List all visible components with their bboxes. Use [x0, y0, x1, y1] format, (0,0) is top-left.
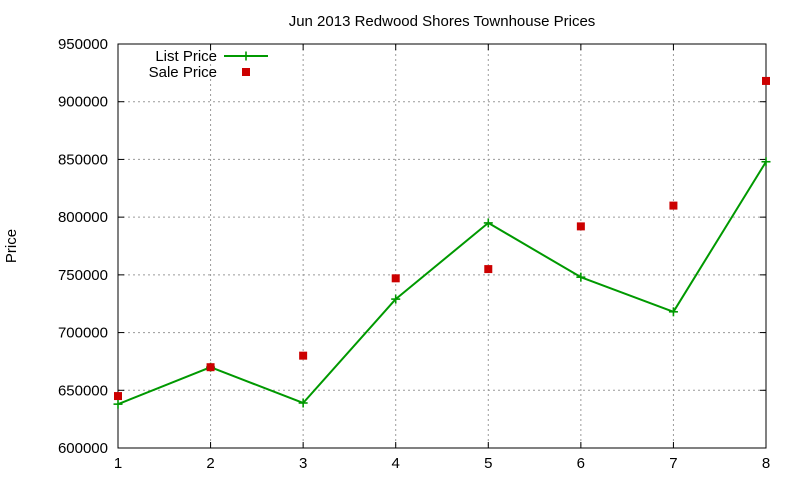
x-tick-label: 2 — [206, 455, 214, 472]
y-tick-label: 600000 — [58, 440, 108, 457]
data-series — [113, 76, 771, 409]
plot-area-frame — [117, 43, 767, 449]
list-price-line — [117, 161, 767, 406]
sale-price-point — [114, 392, 122, 401]
grid — [118, 44, 766, 448]
y-tick-label: 700000 — [58, 325, 108, 342]
y-tick-label: 750000 — [58, 267, 108, 284]
legend-item: Sale Price — [149, 64, 250, 81]
chart-title: Jun 2013 Redwood Shores Townhouse Prices — [289, 13, 596, 30]
y-tick-label: 650000 — [58, 382, 108, 399]
x-tick-label: 3 — [299, 455, 307, 472]
list-price-point — [298, 398, 308, 408]
y-axis-label: Price — [3, 229, 20, 263]
sale-price-point — [576, 222, 585, 231]
list-price-point — [668, 307, 678, 317]
legend-item: List Price — [155, 48, 268, 65]
sale-price-point — [206, 363, 215, 372]
sale-price-point — [299, 351, 308, 360]
y-tick-label: 800000 — [58, 209, 108, 226]
legend-square-marker — [242, 68, 250, 76]
list-price-point — [483, 218, 493, 228]
series-list-price — [113, 157, 771, 409]
list-price-point — [391, 294, 401, 304]
sale-price-point — [762, 76, 770, 85]
list-price-point — [113, 399, 123, 409]
legend-label: Sale Price — [149, 64, 217, 81]
sale-price-point — [391, 274, 400, 283]
legend-plus-marker — [241, 51, 251, 61]
list-price-point — [761, 157, 771, 167]
list-price-point — [576, 272, 586, 282]
x-tick-label: 6 — [577, 455, 585, 472]
y-tick-label: 850000 — [58, 151, 108, 168]
x-tick-label: 4 — [392, 455, 400, 472]
legend-label: List Price — [155, 48, 217, 65]
y-tick-label: 900000 — [58, 94, 108, 111]
x-tick-label: 8 — [762, 455, 770, 472]
series-sale-price — [114, 76, 770, 401]
x-tick-label: 7 — [669, 455, 677, 472]
sale-price-point — [484, 265, 493, 274]
axis-ticks: 1 2 3 4 5 6 7 8 600000 650000 700000 750000 800000 85… — [58, 36, 770, 472]
x-tick-label: 1 — [114, 455, 122, 472]
y-tick-label: 950000 — [58, 36, 108, 53]
sale-price-point — [669, 201, 678, 210]
x-tick-label: 5 — [484, 455, 492, 472]
